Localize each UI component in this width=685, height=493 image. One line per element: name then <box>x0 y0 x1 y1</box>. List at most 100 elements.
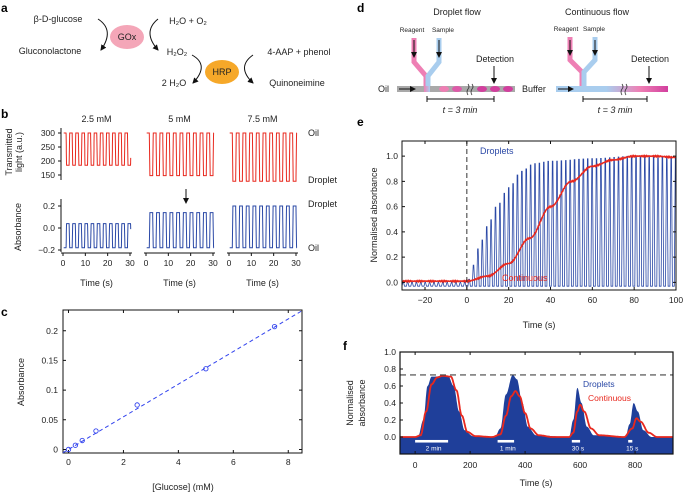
c-xtick-label: 6 <box>231 457 236 467</box>
b-xtick-label: 10 <box>81 258 91 268</box>
b-transmitted-trace <box>146 132 215 177</box>
glucose-label: β-D-glucose <box>34 14 83 24</box>
b-xtick-label: 30 <box>291 258 301 268</box>
time-bracket <box>582 96 648 102</box>
b-bottom-ytick-label: 0.0 <box>43 223 55 233</box>
aap-phenol-label: 4-AAP + phenol <box>267 47 330 57</box>
hrp-label: HRP <box>212 67 231 77</box>
b-xtick-label: 20 <box>269 258 279 268</box>
junction <box>424 86 430 92</box>
b-xtick-label: 30 <box>208 258 218 268</box>
panel-c-calibration: 0 2 4 6 8 0 0.05 0.1 0.15 0.2 [Glucose] (mM) Absorb… <box>16 309 303 492</box>
b-concentration-title: 5 mM <box>168 114 191 124</box>
time-bracket <box>426 96 495 102</box>
reagent-label: Reagent <box>400 27 425 34</box>
quinoneimine-label: Quinoneimine <box>269 78 325 88</box>
b-xlabel: Time (s) <box>163 278 196 288</box>
panel-label-b: b <box>1 107 8 121</box>
reagent-channel <box>411 38 429 90</box>
b-absorbance-trace <box>146 212 215 249</box>
droplet <box>452 86 462 92</box>
b-xtick-label: 10 <box>247 258 257 268</box>
b-ylabel-top-1: Transmitted <box>4 128 14 175</box>
detection-label: Detection <box>476 54 514 64</box>
b-ylabel-bottom: Absorbance <box>13 203 23 251</box>
f-pulse-bar <box>415 439 449 443</box>
b-top-ytick-label: 250 <box>41 142 55 152</box>
sample-channel <box>425 38 442 90</box>
b-xtick-label: 30 <box>125 258 135 268</box>
gox-enzyme-ellipse <box>110 25 144 49</box>
f-ytick-label: 0.0 <box>384 432 396 442</box>
f-legend-droplets: Droplets <box>583 379 615 389</box>
curved-arrow-icon <box>191 54 202 84</box>
h2o-o2-label: H₂O + O₂ <box>169 16 207 26</box>
f-ytick-label: 1.0 <box>384 347 396 357</box>
f-pulse-bar <box>628 439 633 443</box>
b-concentration-title: 2.5 mM <box>81 114 111 124</box>
e-ytick-label: 0.0 <box>386 277 398 287</box>
c-data-point <box>203 366 209 372</box>
sample-channel <box>581 37 598 88</box>
reagent-channel <box>567 37 585 88</box>
c-data-point <box>79 437 85 444</box>
b-top-ytick-label: 150 <box>41 170 55 180</box>
panel-d-schematic: Droplet flow Continuous flow Reagent Sam… <box>378 7 669 115</box>
panel-e-kinetics: Normalised absorbance Time (s) Droplets … <box>369 140 683 330</box>
c-data-point <box>134 402 140 408</box>
b-top-ytick-label: 200 <box>41 156 55 166</box>
f-xtick-label: 200 <box>463 460 477 470</box>
panel-f-pulses: 2 min 1 min 30 s 15 s Normalised absorbance… <box>345 347 674 488</box>
gox-label: GOx <box>118 32 137 42</box>
oil-label: Oil <box>378 84 389 94</box>
reaction-scheme: GOx HRP β-D-glucose H₂O + O₂ Gluconolact… <box>19 14 331 88</box>
b-xtick-label: 0 <box>144 258 149 268</box>
c-fit-line <box>62 310 303 454</box>
f-xtick-label: 600 <box>573 460 587 470</box>
panel-label-e: e <box>357 115 364 129</box>
f-xtick-label: 0 <box>413 460 418 470</box>
f-ytick-label: 0.6 <box>384 381 396 391</box>
e-ytick-label: 0.8 <box>386 176 398 186</box>
b-label-oil-top: Oil <box>308 128 319 138</box>
c-data-point <box>271 323 278 330</box>
f-pulse-bar <box>497 439 515 443</box>
f-pulse-bar <box>571 439 581 443</box>
c-ylabel: Absorbance <box>16 358 26 406</box>
e-continuous-series <box>402 154 676 284</box>
b-absorbance-trace <box>63 223 132 249</box>
e-xtick-label: 100 <box>669 295 683 305</box>
break-symbol-icon <box>620 83 628 96</box>
e-ylabel: Normalised absorbance <box>369 167 379 262</box>
b-bottom-ytick-label: 0.2 <box>43 201 55 211</box>
detection-label: Detection <box>631 54 669 64</box>
panel-label-c: c <box>1 305 8 319</box>
droplet <box>477 86 487 92</box>
f-droplets-area <box>400 374 673 454</box>
e-droplets-series <box>402 155 676 287</box>
panel-b-traces: Transmitted light (a.u.) Absorbance Oil … <box>4 114 338 288</box>
b-xtick-label: 20 <box>186 258 196 268</box>
e-legend-droplets: Droplets <box>480 146 514 156</box>
b-top-ytick-label: 300 <box>41 128 55 138</box>
b-xtick-label: 10 <box>164 258 174 268</box>
f-pulse-label: 15 s <box>626 445 639 452</box>
b-xtick-label: 20 <box>103 258 113 268</box>
e-xtick-label: −20 <box>418 295 433 305</box>
c-data-point <box>72 442 79 448</box>
curved-arrow-icon <box>149 18 159 51</box>
continuous-flow-title: Continuous flow <box>565 7 630 17</box>
b-label-oil-bottom: Oil <box>308 243 319 253</box>
f-pulse-label: 2 min <box>426 445 442 452</box>
e-xtick-label: 0 <box>464 295 469 305</box>
c-ytick-label: 0.05 <box>41 415 58 425</box>
c-plot-frame <box>62 309 303 454</box>
b-xtick-label: 0 <box>61 258 66 268</box>
h2o2-label: H₂O₂ <box>167 47 188 57</box>
reagent-label: Reagent <box>554 26 579 33</box>
e-xlabel: Time (s) <box>523 320 556 330</box>
c-xtick-label: 0 <box>66 457 71 467</box>
e-ytick-label: 1.0 <box>386 151 398 161</box>
water-label: 2 H₂O <box>162 78 187 88</box>
f-xlabel: Time (s) <box>520 478 553 488</box>
